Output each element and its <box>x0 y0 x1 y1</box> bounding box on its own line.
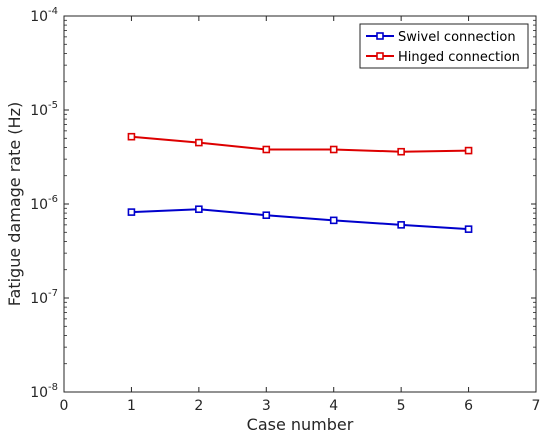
legend: Swivel connection Hinged connection <box>359 23 529 69</box>
data-point-marker <box>262 145 271 154</box>
data-point-marker <box>329 216 338 225</box>
y-tick-base: 10 <box>30 103 48 119</box>
y-tick-label: 10-5 <box>30 100 58 119</box>
y-tick-label: 10-7 <box>30 288 58 307</box>
data-point-marker <box>329 145 338 154</box>
y-tick-base: 10 <box>30 197 48 213</box>
x-tick-label: 4 <box>329 398 338 414</box>
x-tick-label: 0 <box>60 398 69 414</box>
y-tick-label: 10-6 <box>30 194 58 213</box>
x-axis-label: Case number <box>247 415 354 434</box>
data-point-marker <box>127 132 136 141</box>
data-point-marker <box>127 208 136 216</box>
y-tick-exponent: -4 <box>48 6 58 17</box>
legend-entry-label: Swivel connection <box>398 30 516 45</box>
data-point-marker <box>262 211 271 220</box>
data-point-marker <box>464 146 473 155</box>
x-tick-label: 5 <box>397 398 406 414</box>
y-tick-base: 10 <box>30 385 48 401</box>
x-tick-label: 6 <box>464 398 473 414</box>
data-point-marker <box>195 205 203 214</box>
legend-entry-label: Hinged connection <box>398 50 520 65</box>
y-tick-exponent: -7 <box>48 288 58 299</box>
y-tick-exponent: -5 <box>48 100 58 111</box>
y-tick-exponent: -6 <box>48 194 58 205</box>
y-tick-base: 10 <box>30 291 48 307</box>
x-tick-label: 2 <box>194 398 203 414</box>
series-line <box>131 208 469 231</box>
legend-box <box>359 23 529 69</box>
y-tick-base: 10 <box>30 9 48 25</box>
y-tick-exponent: -8 <box>48 382 58 393</box>
y-tick-label: 10-8 <box>30 382 58 401</box>
x-tick-label: 7 <box>532 398 541 414</box>
y-axis-label: Fatigue damage rate (Hz) <box>5 102 24 306</box>
data-point-marker <box>397 221 405 229</box>
legend-swatch-marker <box>376 32 384 40</box>
y-tick-label: 10-4 <box>30 6 58 25</box>
data-point-marker <box>195 138 203 147</box>
y-axis-ticks: 10-810-710-610-510-4 <box>30 6 536 401</box>
x-axis-ticks: 0 1 2 3 4 5 6 7 <box>60 16 541 414</box>
x-tick-label: 3 <box>262 398 271 414</box>
series-line <box>131 135 469 153</box>
data-point-marker <box>464 225 473 233</box>
data-point-marker <box>397 147 405 156</box>
x-tick-label: 1 <box>127 398 136 414</box>
series-layer <box>127 132 473 233</box>
plot-area <box>63 15 537 393</box>
legend-swatch-marker <box>376 52 384 60</box>
